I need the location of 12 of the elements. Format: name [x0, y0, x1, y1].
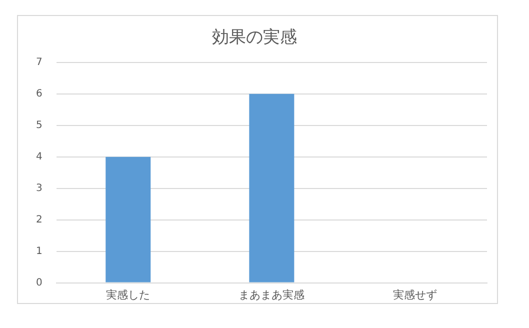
y-tick-label: 2	[36, 214, 42, 226]
y-tick-label: 6	[36, 88, 42, 100]
x-tick-label: 実感せず	[393, 288, 438, 302]
x-tick-label: まあまあ実感	[238, 288, 305, 302]
y-tick-label: 1	[36, 246, 42, 257]
x-tick-label: 実感した	[106, 288, 150, 302]
y-tick-label: 0	[36, 277, 42, 288]
y-tick-label: 7	[36, 56, 42, 68]
y-tick-label: 4	[36, 151, 42, 162]
y-tick-label: 5	[36, 120, 42, 131]
y-tick-label: 3	[36, 182, 42, 194]
chart-title: 効果の実感	[212, 28, 297, 48]
